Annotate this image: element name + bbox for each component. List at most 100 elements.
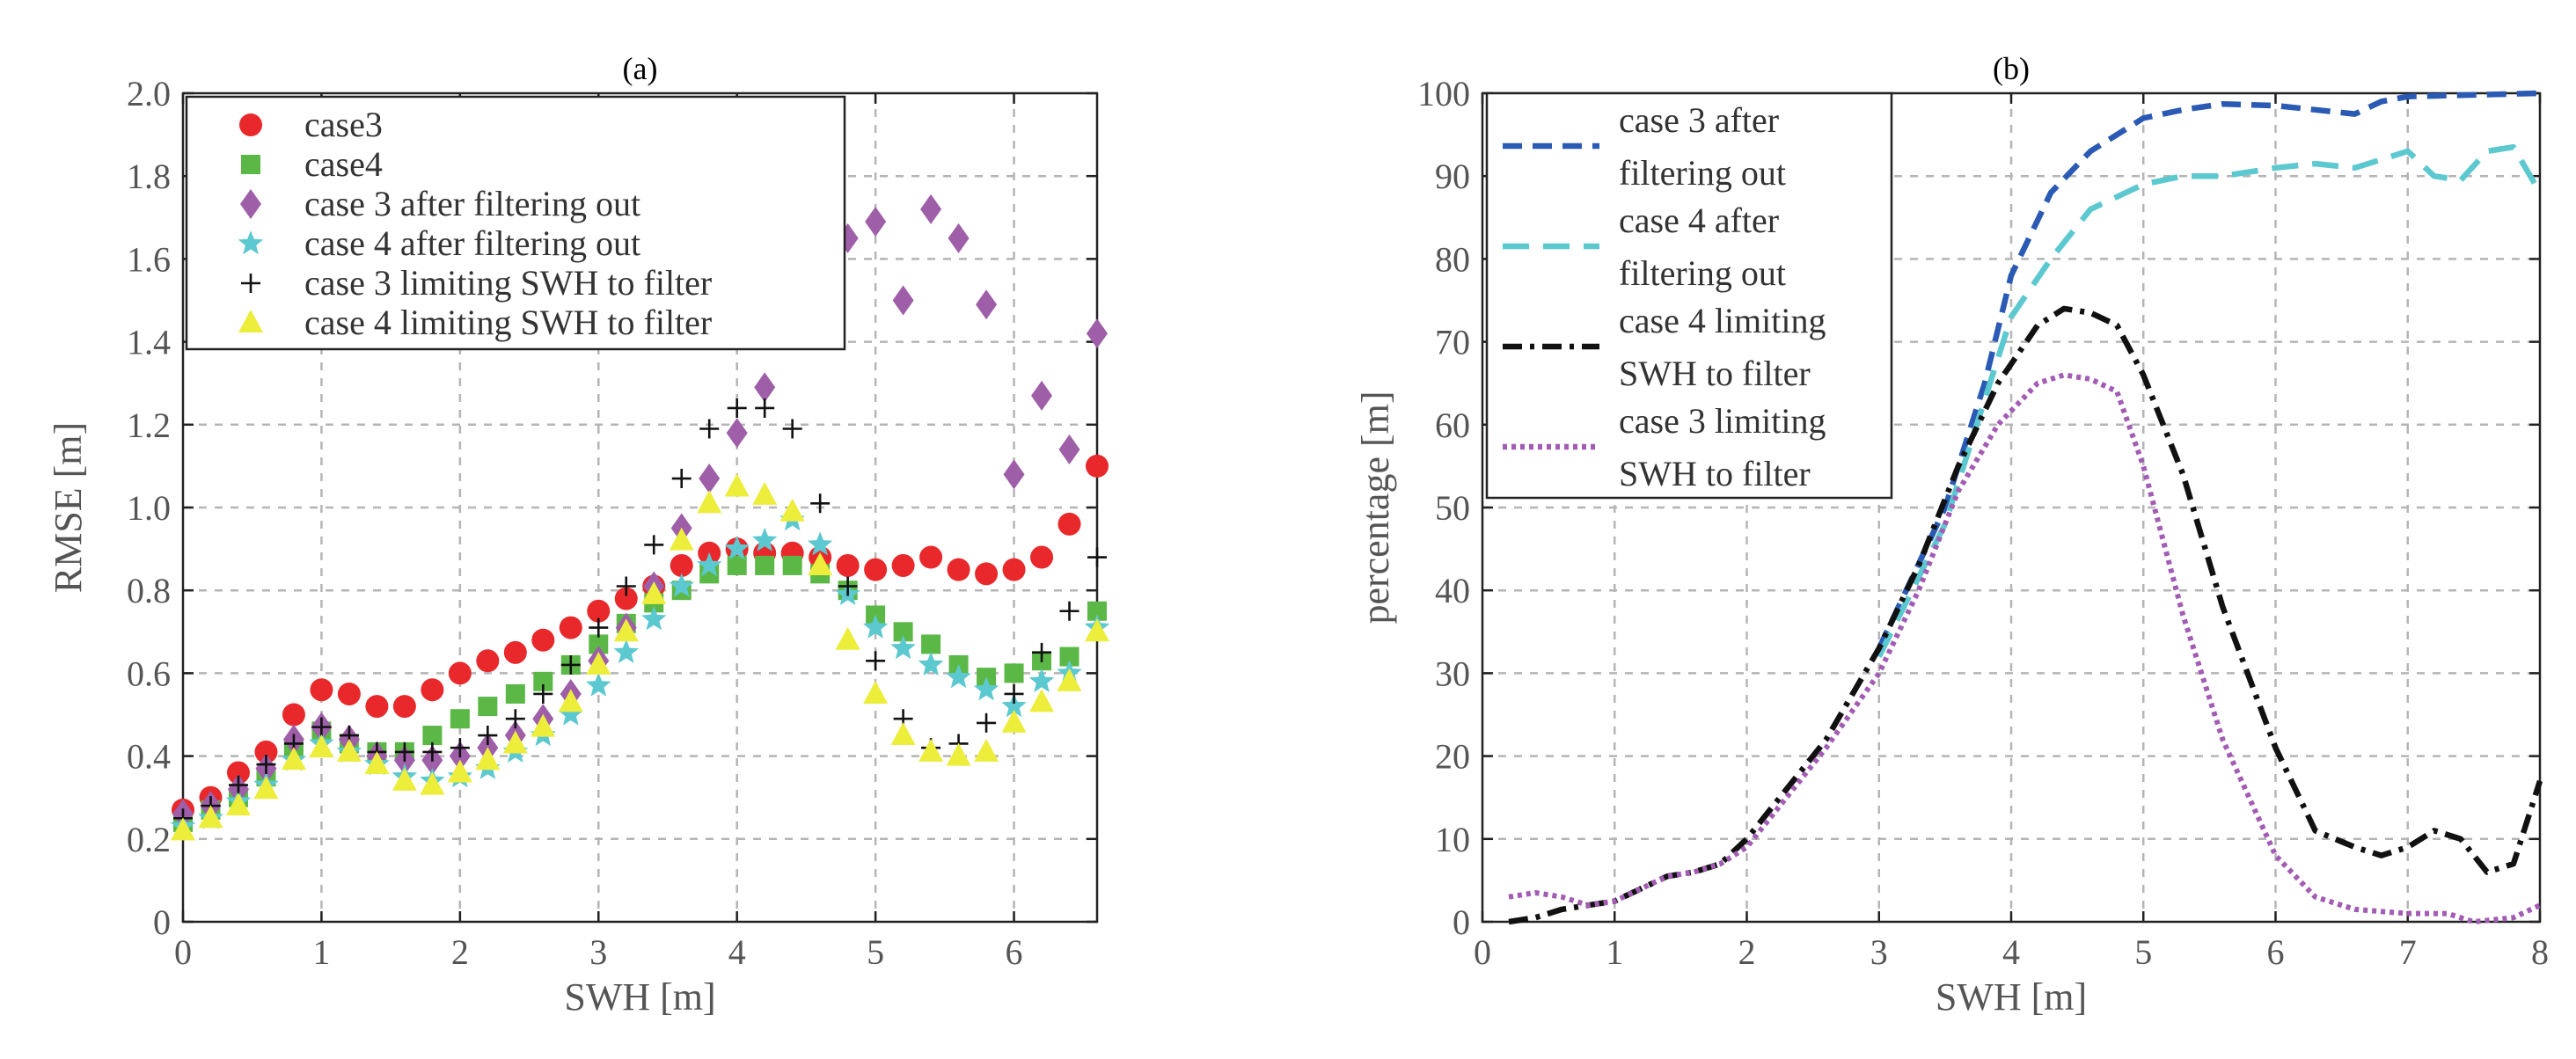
legend-label: case 4 after filtering out bbox=[304, 223, 640, 263]
plot-frame bbox=[181, 91, 1099, 924]
x-tick-label: 3 bbox=[1870, 932, 1888, 972]
y-tick-label: 30 bbox=[1435, 654, 1470, 693]
legend: case 3 after filtering out case 4 after fil… bbox=[1485, 91, 1893, 500]
data-point bbox=[589, 634, 609, 654]
data-point bbox=[1028, 668, 1055, 692]
data-point bbox=[1057, 668, 1082, 691]
data-point bbox=[1086, 454, 1109, 478]
data-point bbox=[478, 726, 498, 746]
data-point bbox=[918, 652, 944, 676]
data-point bbox=[421, 678, 444, 702]
data-point bbox=[281, 747, 306, 771]
data-point bbox=[782, 419, 802, 439]
data-point bbox=[1031, 380, 1053, 411]
y-tick-label: 10 bbox=[1435, 820, 1470, 859]
data-point bbox=[392, 695, 416, 719]
data-point bbox=[1059, 601, 1079, 621]
data-point bbox=[475, 747, 501, 771]
series-line-case-3-limiting-swh-to-filter bbox=[1508, 372, 2542, 924]
data-point bbox=[616, 576, 636, 596]
data-point bbox=[531, 628, 555, 652]
data-point bbox=[752, 481, 778, 505]
legend-label: case 4 limiting SWH to filter bbox=[304, 303, 712, 342]
legend-label: SWH to filter bbox=[1619, 454, 1811, 493]
x-tick-label: 1 bbox=[312, 932, 330, 972]
legend-box bbox=[185, 95, 846, 351]
data-point bbox=[1087, 601, 1107, 621]
data-point bbox=[311, 717, 332, 737]
y-tick-label: 80 bbox=[1435, 239, 1470, 279]
data-point bbox=[1001, 693, 1027, 718]
data-point bbox=[947, 558, 970, 581]
data-point bbox=[1058, 435, 1080, 465]
y-tick-label: 1.8 bbox=[127, 157, 171, 196]
data-point bbox=[724, 473, 750, 497]
data-point bbox=[1030, 545, 1054, 569]
y-axis-label: RMSE [m] bbox=[47, 422, 90, 593]
series-case-4-limiting-swh-to-filter bbox=[171, 473, 1109, 841]
data-point bbox=[975, 562, 999, 586]
data-point bbox=[699, 464, 721, 494]
data-point bbox=[1059, 646, 1079, 667]
series-line-case-3-after-filtering-out bbox=[1876, 90, 2541, 650]
legend-label: case3 bbox=[304, 105, 383, 144]
x-axis-label: SWH [m] bbox=[1936, 975, 2087, 1019]
data-point bbox=[921, 634, 941, 654]
x-tick-label: 4 bbox=[728, 932, 746, 972]
data-point bbox=[337, 682, 361, 705]
data-point bbox=[893, 622, 913, 642]
legend-marker bbox=[241, 274, 260, 293]
data-point bbox=[973, 676, 999, 701]
legend-marker bbox=[240, 189, 261, 219]
data-point bbox=[808, 551, 833, 575]
data-point bbox=[256, 755, 276, 775]
data-point bbox=[890, 722, 916, 746]
data-point bbox=[392, 767, 417, 791]
data-point bbox=[948, 223, 970, 253]
y-tick-label: 60 bbox=[1435, 405, 1470, 445]
series-line-case-4-limiting-swh-to-filter bbox=[1508, 305, 2543, 925]
x-axis-label: SWH [m] bbox=[564, 975, 715, 1019]
data-point bbox=[1085, 618, 1109, 642]
data-point bbox=[1087, 318, 1108, 349]
data-point bbox=[1004, 683, 1024, 704]
data-point bbox=[974, 738, 999, 762]
data-point bbox=[807, 531, 833, 556]
data-point bbox=[394, 741, 414, 762]
data-point bbox=[782, 555, 802, 575]
data-point bbox=[587, 599, 611, 623]
data-point bbox=[560, 654, 581, 675]
y-tick-label: 0 bbox=[153, 902, 171, 942]
legend-marker bbox=[238, 230, 264, 255]
legend-marker bbox=[238, 310, 263, 332]
series-case-4-after-filtering-out bbox=[170, 507, 1110, 837]
data-point bbox=[478, 697, 498, 717]
x-tick-label: 4 bbox=[2002, 932, 2020, 972]
y-tick-label: 1.2 bbox=[127, 405, 171, 445]
data-point bbox=[364, 751, 390, 775]
data-point bbox=[836, 553, 860, 577]
x-tick-label: 6 bbox=[2267, 932, 2285, 972]
x-tick-label: 5 bbox=[867, 932, 884, 972]
panel-title: (a) bbox=[623, 51, 658, 86]
data-point bbox=[450, 709, 470, 729]
data-point bbox=[863, 680, 889, 704]
data-point bbox=[476, 649, 500, 673]
data-point bbox=[533, 671, 553, 691]
data-point bbox=[533, 683, 553, 704]
y-tick-label: 40 bbox=[1435, 571, 1470, 610]
y-tick-label: 1.6 bbox=[127, 239, 171, 279]
data-point bbox=[699, 419, 720, 439]
data-point bbox=[724, 536, 750, 560]
data-point bbox=[977, 712, 997, 733]
y-tick-label: 2.0 bbox=[127, 74, 171, 113]
y-tick-label: 70 bbox=[1435, 323, 1470, 362]
legend-marker bbox=[239, 113, 262, 136]
data-point bbox=[420, 771, 445, 795]
data-point bbox=[502, 730, 528, 754]
data-point bbox=[309, 734, 334, 758]
data-point bbox=[751, 527, 778, 551]
data-point bbox=[726, 418, 748, 449]
data-point bbox=[253, 776, 279, 800]
